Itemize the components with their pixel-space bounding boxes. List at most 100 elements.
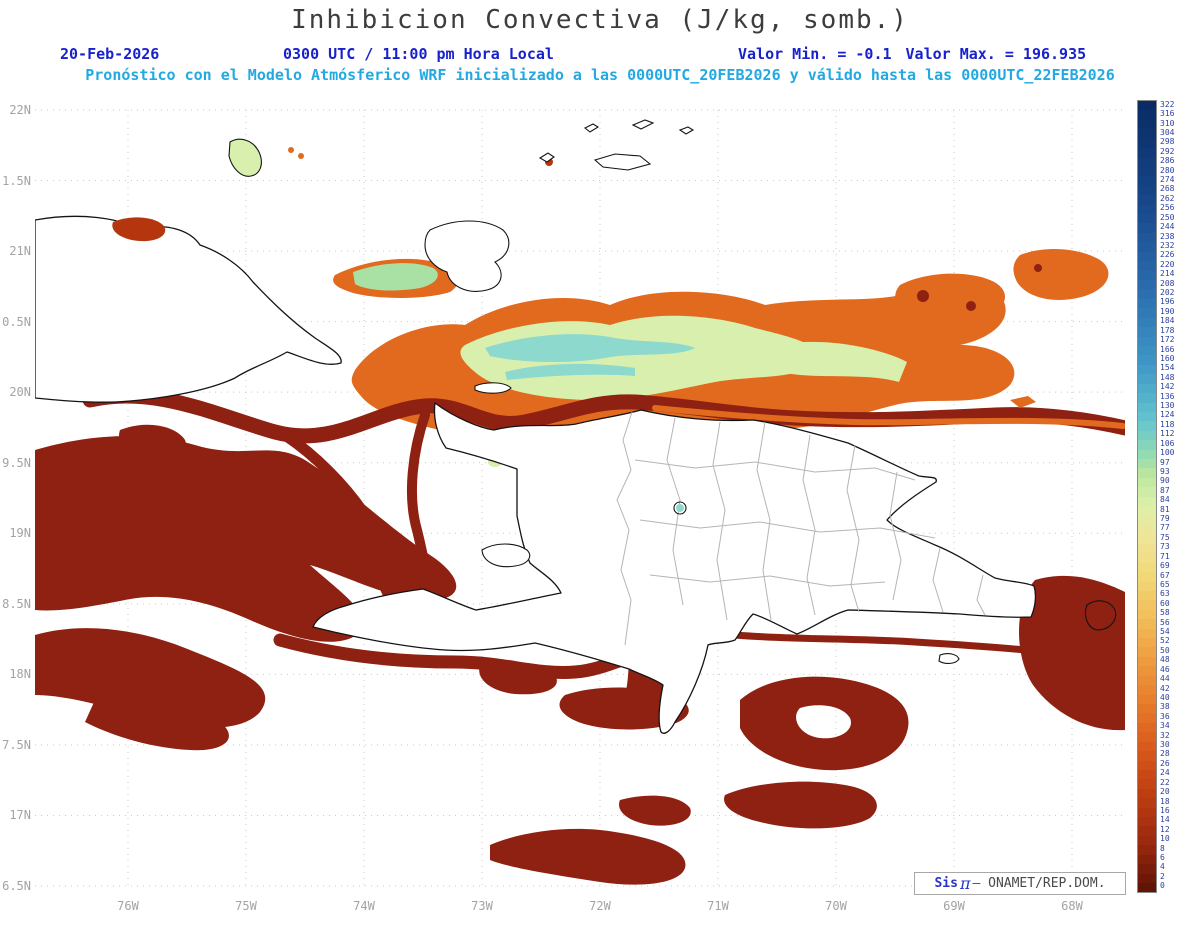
colorbar-segment: [1138, 270, 1156, 281]
colorbar-tick-label: 69: [1160, 561, 1170, 571]
x-axis-label: 76W: [117, 899, 139, 913]
colorbar-segment: [1138, 600, 1156, 610]
colorbar-segment: [1138, 459, 1156, 469]
colorbar-tick-label: 38: [1160, 702, 1170, 712]
colorbar-tick-label: 316: [1160, 109, 1175, 119]
cin-field-blob: [85, 698, 229, 751]
cin-field-blob: [740, 676, 909, 771]
colorbar-segment: [1138, 374, 1156, 384]
coastline-small-island: [538, 152, 555, 163]
colorbar-tick-label: 2: [1160, 871, 1165, 881]
colorbar: [1137, 100, 1157, 893]
colorbar-tick-label: 30: [1160, 740, 1170, 750]
colorbar-tick-label: 304: [1160, 127, 1175, 137]
colorbar-tick-label: 44: [1160, 674, 1170, 684]
cin-field-blob: [619, 795, 691, 826]
colorbar-segment: [1138, 157, 1156, 167]
colorbar-tick-label: 77: [1160, 523, 1170, 533]
colorbar-tick-label: 190: [1160, 306, 1175, 316]
colorbar-tick-label: 4: [1160, 862, 1165, 872]
colorbar-tick-label: 160: [1160, 353, 1175, 363]
model-info-line: Pronóstico con el Modelo Atmósferico WRF…: [85, 66, 1115, 84]
coastline-hispaniola: [312, 402, 1037, 734]
cin-field-blob: [35, 628, 266, 728]
colorbar-segment: [1138, 845, 1156, 855]
cin-field-blob: [895, 273, 1005, 323]
colorbar-tick-label: 54: [1160, 627, 1170, 637]
colorbar-segment: [1138, 788, 1156, 799]
map-canvas: [34, 109, 1133, 887]
colorbar-segment: [1138, 817, 1156, 827]
colorbar-tick-label: 93: [1160, 466, 1170, 476]
coastline-tortuga-island: [474, 382, 512, 394]
cin-field-fragment: [676, 504, 684, 512]
colorbar-segment: [1138, 402, 1156, 412]
watermark-text: – ONAMET/REP.DOM.: [972, 876, 1106, 891]
province-line: [932, 547, 944, 613]
cin-field-blob: [505, 363, 635, 380]
cin-field-speckle: [966, 301, 976, 311]
colorbar-segment: [1138, 242, 1156, 252]
y-axis-label: 22N: [9, 103, 31, 117]
y-axis-label: 21N: [9, 244, 31, 259]
cin-field-blob: [490, 828, 686, 885]
colorbar-tick-label: 40: [1160, 692, 1170, 702]
colorbar-tick-label: 10: [1160, 834, 1170, 844]
colorbar-segment: [1138, 581, 1156, 591]
colorbar-tick-label: 142: [1160, 382, 1175, 392]
colorbar-segment: [1138, 308, 1156, 318]
cin-field-band: [652, 405, 1126, 429]
colorbar-segment: [1138, 383, 1156, 394]
colorbar-tick-label: 42: [1160, 683, 1170, 693]
colorbar-segment: [1138, 280, 1156, 290]
colorbar-segment: [1138, 393, 1156, 403]
colorbar-tick-label: 244: [1160, 222, 1175, 232]
colorbar-segment: [1138, 101, 1156, 111]
colorbar-tick-label: 292: [1160, 146, 1175, 156]
colorbar-tick-label: 280: [1160, 165, 1175, 175]
colorbar-tick-label: 34: [1160, 721, 1170, 731]
cin-field-blob: [1013, 248, 1109, 300]
coastline-gonave-island: [481, 543, 531, 568]
colorbar-segment: [1138, 685, 1156, 695]
colorbar-tick-label: 196: [1160, 297, 1175, 307]
watermark-sis: Sis: [934, 876, 958, 891]
colorbar-tick-label: 274: [1160, 175, 1175, 185]
colorbar-segment: [1138, 204, 1156, 215]
cin-field-blob: [485, 334, 695, 363]
colorbar-segment: [1138, 289, 1156, 299]
cin-field-fragment: [112, 217, 166, 242]
colorbar-segment: [1138, 251, 1156, 262]
coastline-cuba: [34, 215, 342, 403]
province-line: [712, 421, 728, 621]
colorbar-tick-label: 18: [1160, 796, 1170, 806]
x-axis-label: 72W: [589, 899, 611, 913]
cin-field-blob: [35, 435, 457, 642]
forecast-time: 0300 UTC / 11:00 pm Hora Local: [283, 45, 554, 63]
colorbar-segment: [1138, 506, 1156, 516]
colorbar-segment: [1138, 883, 1156, 893]
y-axis-label: 20N: [9, 385, 31, 400]
colorbar-segment: [1138, 496, 1156, 507]
province-line: [756, 421, 772, 621]
colorbar-segment: [1138, 807, 1156, 818]
colorbar-tick-label: 172: [1160, 335, 1175, 345]
colorbar-segment: [1138, 751, 1156, 761]
colorbar-tick-label: 75: [1160, 532, 1170, 542]
x-axis-label: 71W: [707, 899, 729, 913]
colorbar-segment: [1138, 355, 1156, 365]
colorbar-tick-label: 226: [1160, 250, 1175, 260]
colorbar-tick-label: 136: [1160, 391, 1175, 401]
colorbar-tick-label: 118: [1160, 419, 1175, 429]
value-max: Valor Max. = 196.935: [905, 45, 1087, 63]
colorbar-tick-label: 60: [1160, 598, 1170, 608]
province-boundaries: [616, 411, 986, 646]
coastline-saona-island: [938, 653, 960, 664]
colorbar-tick-label: 112: [1160, 429, 1175, 439]
colorbar-segment: [1138, 638, 1156, 648]
colorbar-segment: [1138, 619, 1156, 629]
cin-field-band: [82, 388, 1133, 444]
colorbar-tick-label: 73: [1160, 542, 1170, 552]
colorbar-segment: [1138, 176, 1156, 186]
colorbar-segment: [1138, 590, 1156, 601]
